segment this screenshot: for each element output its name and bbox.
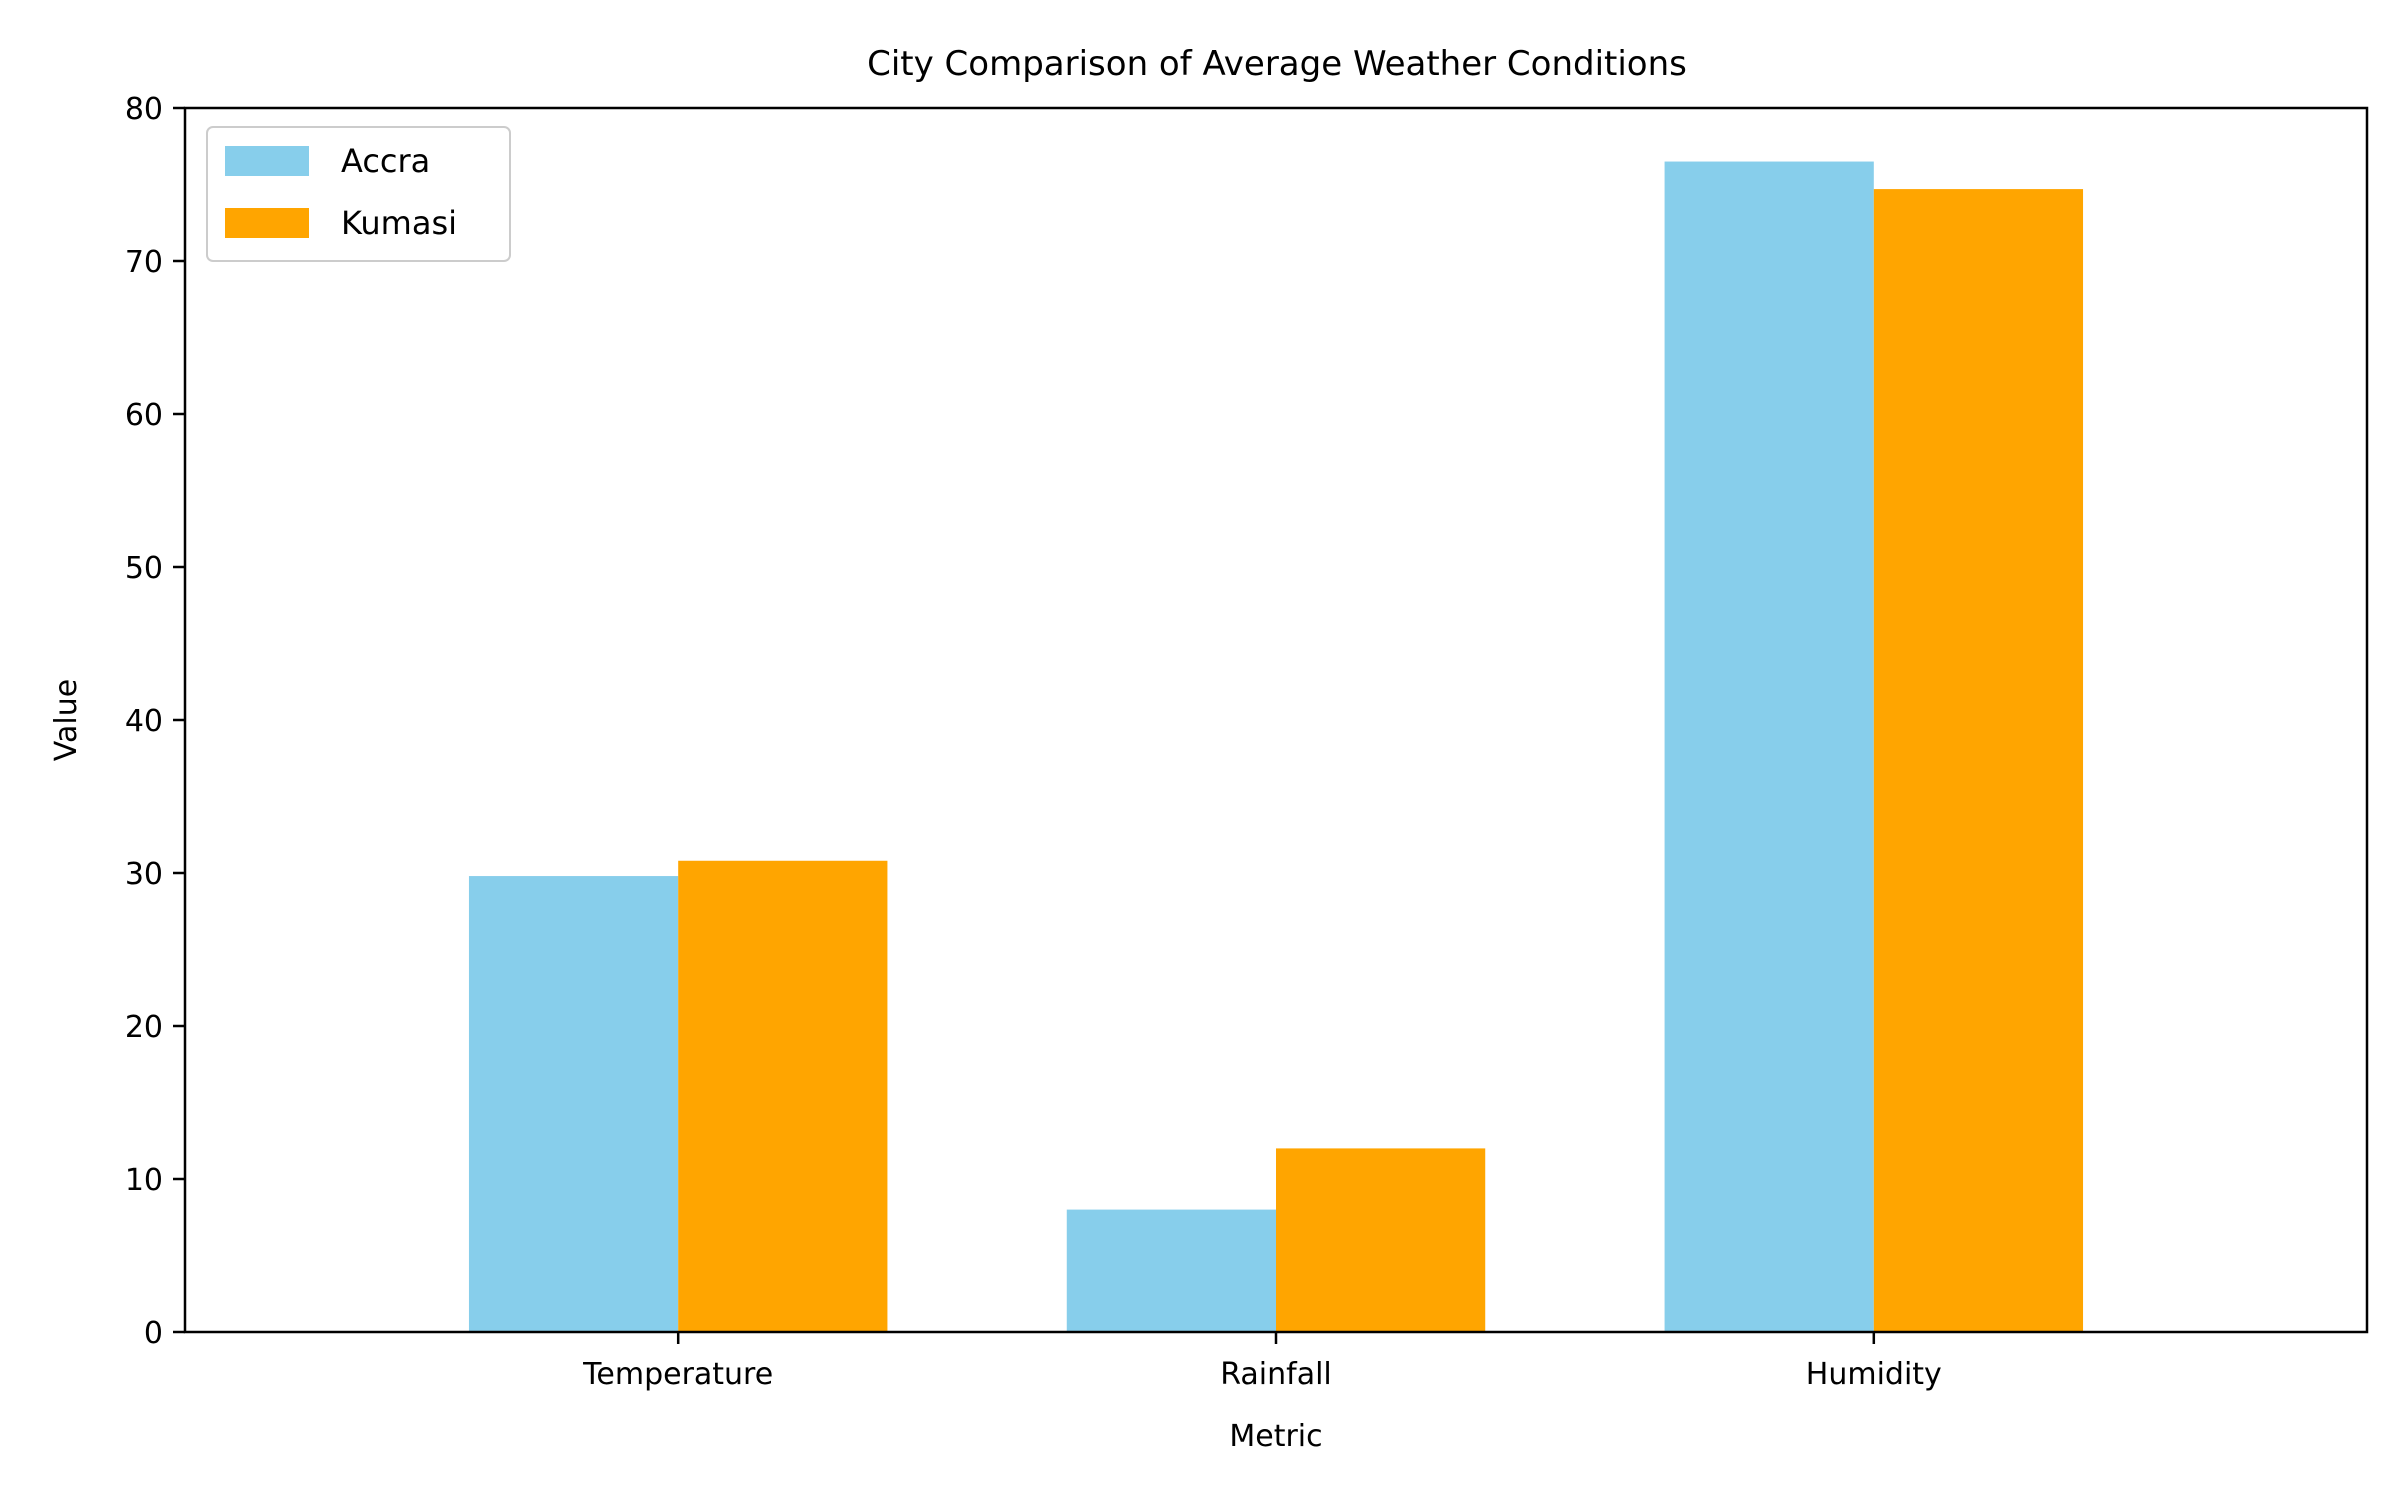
- x-tick-label: Humidity: [1806, 1357, 1942, 1392]
- legend-label-kumasi: Kumasi: [341, 204, 457, 242]
- bar-kumasi-temperature: [678, 860, 888, 1332]
- x-axis: Temperature Rainfall Humidity: [582, 1332, 1942, 1392]
- y-tick-label: 40: [125, 704, 163, 739]
- legend-swatch-accra: [225, 146, 309, 176]
- bar-kumasi-humidity: [1873, 189, 2084, 1333]
- y-tick-label: 30: [125, 857, 163, 892]
- y-tick-label: 0: [144, 1316, 163, 1351]
- y-tick-label: 60: [125, 398, 163, 433]
- y-tick-label: 10: [125, 1163, 163, 1198]
- bar-accra-rainfall: [1066, 1209, 1276, 1332]
- bars-group: [468, 161, 2084, 1333]
- x-tick-label: Rainfall: [1220, 1357, 1332, 1392]
- y-tick-label: 50: [125, 551, 163, 586]
- y-tick-label: 70: [125, 245, 163, 280]
- y-tick-label: 20: [125, 1010, 163, 1045]
- y-axis-label: Value: [49, 679, 84, 761]
- y-tick-label: 80: [125, 92, 163, 127]
- y-axis: 0 10 20 30 40 50 60 70 80: [125, 92, 185, 1351]
- legend: Accra Kumasi: [206, 126, 511, 262]
- chart-title: City Comparison of Average Weather Condi…: [867, 44, 1687, 84]
- legend-swatch-kumasi: [225, 208, 309, 238]
- bar-accra-temperature: [468, 876, 679, 1332]
- x-tick-label: Temperature: [582, 1357, 773, 1392]
- bar-kumasi-rainfall: [1276, 1148, 1486, 1332]
- x-axis-label: Metric: [1229, 1419, 1322, 1454]
- bar-accra-humidity: [1664, 161, 1874, 1332]
- legend-label-accra: Accra: [341, 142, 430, 180]
